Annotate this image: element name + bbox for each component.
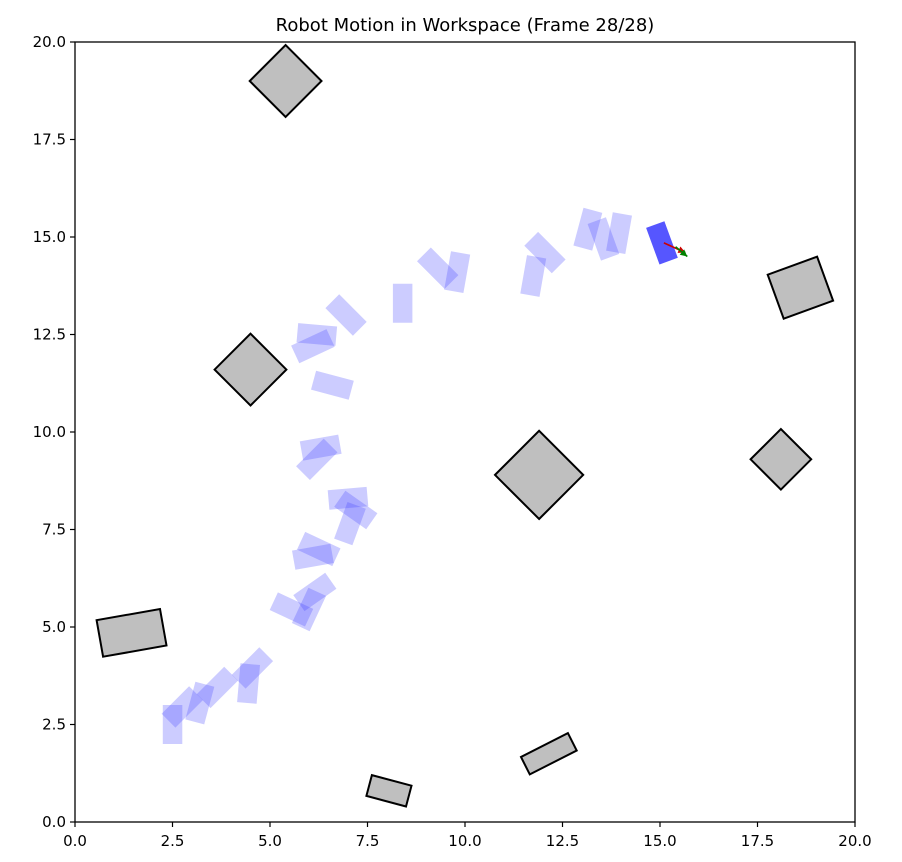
obstacle	[519, 731, 579, 776]
obstacle	[95, 607, 168, 658]
chart-title: Robot Motion in Workspace (Frame 28/28)	[276, 15, 655, 36]
trail-pose	[311, 370, 354, 400]
obstacles-layer	[95, 43, 835, 808]
y-tick-label: 0.0	[42, 813, 66, 831]
x-tick-label: 2.5	[161, 832, 185, 850]
trail-pose	[196, 666, 238, 709]
trail-pose	[162, 705, 183, 744]
trail-pose	[587, 217, 620, 261]
x-axis: 0.0 2.5 5.0 7.5 10.0 12.5 15.0 17.5 20.0	[63, 822, 872, 850]
robot-current-pose	[646, 221, 678, 265]
obstacle	[248, 43, 323, 119]
y-tick-label: 5.0	[42, 618, 66, 636]
x-tick-label: 15.0	[643, 832, 676, 850]
x-tick-label: 20.0	[838, 832, 871, 850]
trail-pose	[237, 663, 260, 704]
trail-pose	[334, 490, 378, 530]
y-tick-label: 12.5	[33, 326, 66, 344]
y-tick-label: 20.0	[33, 33, 66, 51]
y-tick-label: 17.5	[33, 131, 66, 149]
trail-pose	[520, 255, 547, 297]
y-tick-label: 2.5	[42, 716, 66, 734]
y-axis: 0.0 2.5 5.0 7.5 10.0 12.5 15.0 17.5 20.0	[33, 33, 75, 831]
x-tick-label: 7.5	[356, 832, 380, 850]
trail-pose	[185, 681, 215, 725]
y-tick-label: 7.5	[42, 521, 66, 539]
x-tick-label: 0.0	[63, 832, 87, 850]
obstacle	[766, 255, 835, 320]
trail-pose	[293, 572, 337, 612]
obstacle	[365, 773, 413, 808]
trail-pose	[296, 323, 338, 346]
obstacle	[493, 429, 585, 521]
x-tick-label: 12.5	[546, 832, 579, 850]
trail-layer	[161, 207, 632, 744]
robot-layer	[646, 221, 688, 265]
y-tick-label: 15.0	[33, 228, 66, 246]
trail-pose	[327, 486, 369, 510]
lateral-arrow	[675, 246, 688, 258]
trail-pose	[417, 247, 459, 289]
trail-pose	[269, 592, 314, 627]
x-tick-label: 5.0	[258, 832, 282, 850]
y-tick-label: 10.0	[33, 423, 66, 441]
trail-pose	[291, 329, 335, 364]
trail-pose	[334, 502, 366, 546]
trail-pose	[325, 294, 367, 336]
x-tick-label: 17.5	[741, 832, 774, 850]
trail-pose	[292, 543, 334, 570]
trail-pose	[606, 212, 632, 254]
trail-pose	[296, 438, 338, 480]
obstacle	[749, 427, 813, 492]
trail-pose	[291, 587, 327, 632]
trail-pose	[392, 283, 413, 323]
trail-pose	[161, 686, 203, 728]
trail-pose	[231, 647, 274, 689]
trail-pose	[444, 251, 471, 293]
x-tick-label: 10.0	[448, 832, 481, 850]
obstacle	[213, 332, 288, 407]
trail-pose	[297, 531, 341, 567]
trail-pose	[299, 434, 342, 461]
trail-pose	[573, 207, 603, 251]
trail-pose	[524, 231, 566, 274]
